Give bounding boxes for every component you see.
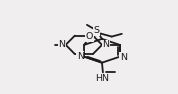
Text: N: N bbox=[120, 53, 127, 62]
Text: O: O bbox=[86, 32, 93, 41]
Text: HN: HN bbox=[95, 74, 109, 83]
Text: N: N bbox=[102, 40, 109, 49]
Text: N: N bbox=[59, 40, 66, 49]
Text: S: S bbox=[94, 26, 100, 35]
Text: N: N bbox=[77, 52, 84, 61]
